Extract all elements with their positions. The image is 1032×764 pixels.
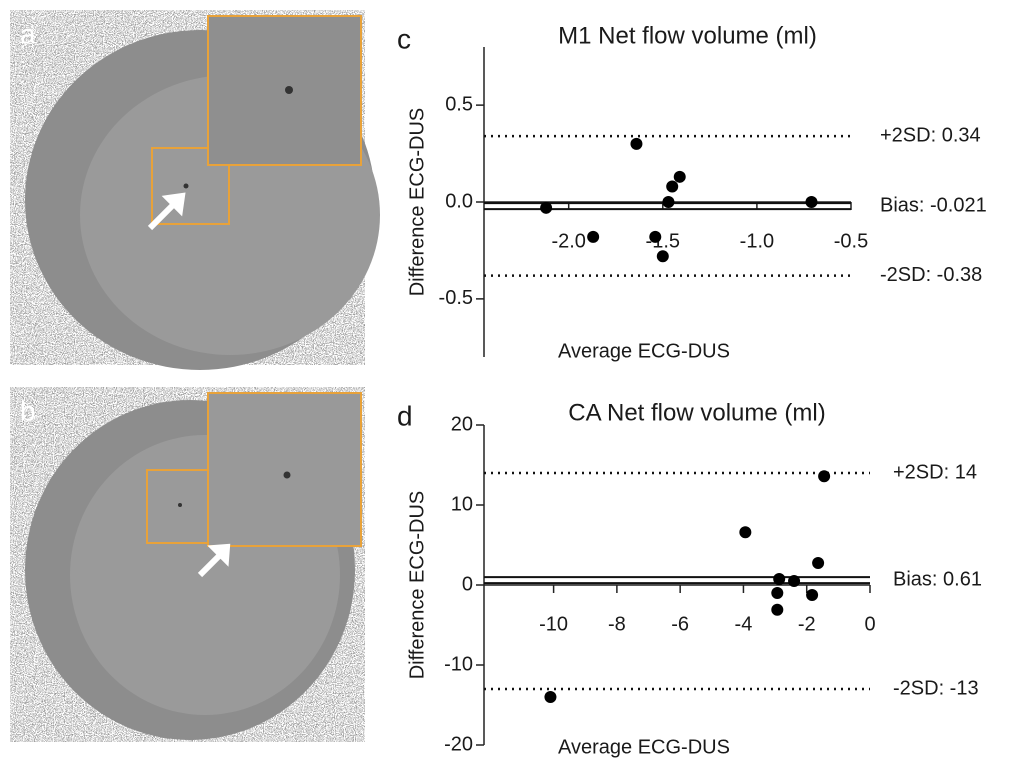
panel-label: d xyxy=(397,400,413,431)
data-point xyxy=(544,691,557,703)
y-tick-label: -10 xyxy=(444,653,473,675)
y-axis-title: Difference ECG-DUS xyxy=(406,108,428,297)
data-point xyxy=(805,196,818,208)
data-point xyxy=(818,470,831,483)
data-point xyxy=(806,589,819,601)
y-tick-label: 0.0 xyxy=(445,190,473,212)
panel-label: b xyxy=(20,395,36,426)
x-axis-title: Average ECG-DUS xyxy=(558,736,730,758)
reference-label: +2SD: 14 xyxy=(893,461,977,483)
x-tick-label: -6 xyxy=(671,613,689,635)
panel-label: c xyxy=(397,23,411,54)
data-point xyxy=(540,201,553,214)
x-tick-label: -2.0 xyxy=(551,230,585,252)
x-tick-label: -4 xyxy=(735,613,753,635)
chart-title: M1 Net flow volume (ml) xyxy=(558,22,817,49)
data-point xyxy=(739,526,752,539)
data-point xyxy=(649,230,662,243)
data-point xyxy=(656,250,669,263)
image-panel-b: b xyxy=(10,387,365,742)
data-point xyxy=(771,603,784,616)
data-point xyxy=(773,573,786,585)
data-point xyxy=(666,180,679,193)
reference-label: +2SD: 0.34 xyxy=(880,124,981,146)
x-tick-label: -0.5 xyxy=(834,230,868,252)
x-tick-label: -10 xyxy=(539,613,568,635)
y-tick-label: 0 xyxy=(462,573,473,595)
x-tick-label: -8 xyxy=(608,613,626,635)
y-axis-title: Difference ECG-DUS xyxy=(406,491,428,680)
x-tick-label: -2 xyxy=(798,613,816,635)
x-tick-label: 0 xyxy=(864,613,875,635)
chart-title: CA Net flow volume (ml) xyxy=(568,399,825,426)
y-tick-label: -0.5 xyxy=(439,287,473,309)
data-point xyxy=(771,587,784,599)
data-point xyxy=(630,137,643,150)
x-tick-label: -1.0 xyxy=(740,230,774,252)
data-point xyxy=(587,230,600,243)
y-tick-label: 10 xyxy=(451,493,473,515)
reference-label: Bias: 0.61 xyxy=(893,568,982,590)
panel-label: a xyxy=(20,18,36,49)
data-point xyxy=(662,196,675,208)
y-tick-label: 20 xyxy=(451,413,473,435)
y-tick-label: -20 xyxy=(444,733,473,755)
image-panel-a: a xyxy=(10,10,380,370)
y-tick-label: 0.5 xyxy=(445,93,473,115)
data-point xyxy=(788,575,801,587)
x-axis-title: Average ECG-DUS xyxy=(558,340,730,362)
data-point xyxy=(673,170,686,183)
reference-label: -2SD: -13 xyxy=(893,677,979,699)
reference-label: -2SD: -0.38 xyxy=(880,264,982,286)
reference-label: Bias: -0.021 xyxy=(880,194,987,216)
data-point xyxy=(812,557,825,569)
